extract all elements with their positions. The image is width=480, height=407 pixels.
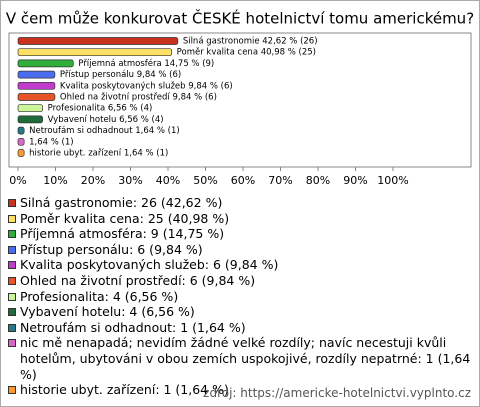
legend-label: Příjemná atmosféra: 9 (14,75 %) xyxy=(20,226,225,242)
legend-label: Silná gastronomie: 26 (42,62 %) xyxy=(20,195,223,210)
legend-item: Kvalita poskytovaných služeb: 6 (9,84 %) xyxy=(7,257,473,273)
legend-item: Ohled na životní prostředí: 6 (9,84 %) xyxy=(7,273,473,289)
x-tick-label: 0% xyxy=(9,174,26,187)
legend-swatch xyxy=(8,199,16,207)
bar-label: Silná gastronomie 42,62 % (26) xyxy=(183,37,318,47)
bar xyxy=(17,81,56,90)
chart: V čem může konkurovat ČESKÉ hotelnictví … xyxy=(6,9,474,188)
bar-label: Profesionalita 6,56 % (4) xyxy=(48,104,153,114)
legend-label: Vybavení hotelu: 4 (6,56 %) xyxy=(20,304,195,320)
legend-swatch xyxy=(8,292,16,301)
bar xyxy=(17,70,56,79)
source: zdroj: https://americke-hotelnictvi.vypl… xyxy=(203,386,471,400)
bar xyxy=(17,104,43,113)
legend-label: Netroufám si odhadnout: 1 (1,64 %) xyxy=(20,319,246,335)
legend-label: nic mě nenapadá; nevidím žádné velké roz… xyxy=(20,335,471,382)
bar xyxy=(17,93,56,101)
legend-swatch xyxy=(8,261,16,270)
bar-label: Příjemná atmosféra 14,75 % (9) xyxy=(78,58,214,69)
chart-title: V čem může konkurovat ČESKÉ hotelnictví … xyxy=(6,9,474,28)
legend-item: Profesionalita: 4 (6,56 %) xyxy=(7,289,473,305)
x-tick-label: 20% xyxy=(81,174,105,187)
x-tick-label: 100% xyxy=(377,174,408,187)
legend-item: Vybavení hotelu: 4 (6,56 %) xyxy=(7,304,473,320)
x-tick-label: 40% xyxy=(156,174,180,187)
bar xyxy=(17,137,25,146)
legend-label: Kvalita poskytovaných služeb: 6 (9,84 %) xyxy=(20,257,279,273)
legend-label: Poměr kvalita cena: 25 (40,98 %) xyxy=(20,210,230,226)
legend-swatch xyxy=(8,323,16,332)
legend-label: Profesionalita: 4 (6,56 %) xyxy=(20,288,179,304)
bar xyxy=(17,37,179,45)
x-tick-label: 70% xyxy=(268,174,292,187)
bar-label: historie ubyt. zařízení 1,64 % (1) xyxy=(29,149,168,159)
bar-label: Ohled na životní prostředí 9,84 % (6) xyxy=(60,93,217,103)
bar xyxy=(17,126,25,135)
legend-swatch xyxy=(8,386,16,395)
x-tick-label: 10% xyxy=(43,174,67,187)
bar xyxy=(17,115,43,124)
bar xyxy=(17,149,25,157)
bar-label: 1,64 % (1) xyxy=(29,137,73,147)
bar-label: Kvalita poskytovaných služeb 9,84 % (6) xyxy=(60,81,233,91)
legend-swatch xyxy=(8,245,16,254)
legend-swatch xyxy=(8,308,16,317)
x-tick-label: 60% xyxy=(231,174,255,187)
legend-swatch xyxy=(8,339,16,348)
bar xyxy=(17,48,173,57)
legend-item: Netroufám si odhadnout: 1 (1,64 %) xyxy=(7,320,473,336)
bar-label: Netroufám si odhadnout 1,64 % (1) xyxy=(29,126,180,136)
legend-item: Přístup personálu: 6 (9,84 %) xyxy=(7,242,473,258)
x-tick-label: 80% xyxy=(306,174,330,187)
bar xyxy=(17,59,74,68)
x-tick-label: 50% xyxy=(193,174,217,187)
legend-label: Přístup personálu: 6 (9,84 %) xyxy=(20,241,203,257)
legend: Silná gastronomie: 26 (42,62 %) Poměr kva… xyxy=(7,195,473,398)
legend-item: Silná gastronomie: 26 (42,62 %) xyxy=(7,195,473,211)
x-tick-label: 30% xyxy=(118,174,142,187)
legend-swatch xyxy=(8,214,16,223)
legend-item: Příjemná atmosféra: 9 (14,75 %) xyxy=(7,226,473,242)
legend-swatch xyxy=(8,276,16,285)
legend-item: nic mě nenapadá; nevidím žádné velké roz… xyxy=(7,335,473,382)
bar-label: Poměr kvalita cena 40,98 % (25) xyxy=(177,48,316,58)
legend-label: historie ubyt. zařízení: 1 (1,64 %) xyxy=(20,382,229,398)
bar-label: Přístup personálu 9,84 % (6) xyxy=(60,70,181,80)
legend-swatch xyxy=(8,230,16,239)
legend-item: historie ubyt. zařízení: 1 (1,64 %) xyxy=(7,382,473,398)
legend-item: Poměr kvalita cena: 25 (40,98 %) xyxy=(7,211,473,227)
legend-label: Ohled na životní prostředí: 6 (9,84 %) xyxy=(20,272,256,288)
bar-label: Vybavení hotelu 6,56 % (4) xyxy=(48,115,164,125)
x-tick-label: 90% xyxy=(343,174,367,187)
plot-frame xyxy=(8,32,472,168)
